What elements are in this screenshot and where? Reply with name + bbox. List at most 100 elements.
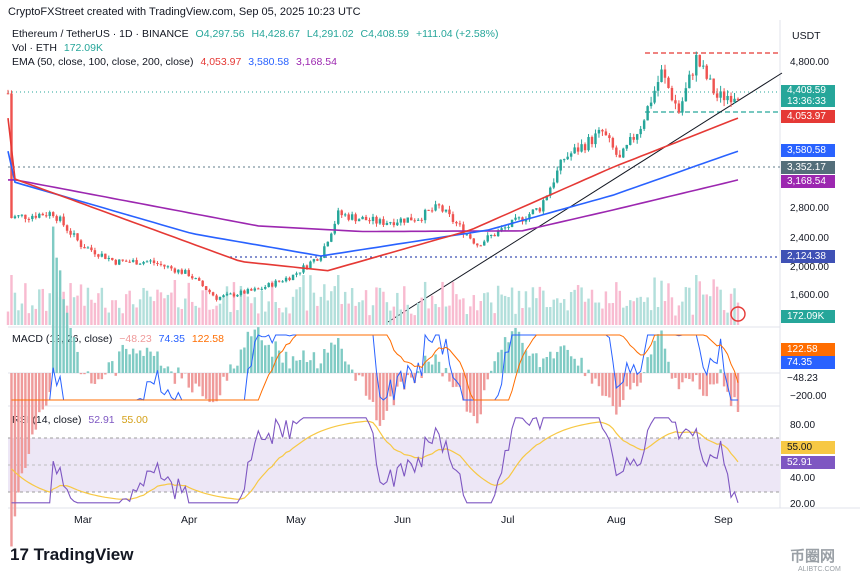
volume-bar — [639, 296, 642, 325]
volume-bar — [722, 310, 726, 325]
volume-bar — [413, 315, 416, 325]
macd-hist-bar — [507, 342, 510, 373]
macd-hist-bar — [656, 334, 660, 373]
candle-body — [361, 216, 364, 220]
volume-bar — [389, 310, 392, 325]
volume-bar — [733, 288, 736, 325]
candle-body — [281, 281, 284, 283]
macd-histogram — [10, 226, 740, 547]
volume-bar — [138, 299, 142, 325]
candle-body — [625, 144, 628, 149]
macd-hist-bar — [392, 373, 396, 406]
volume-bar — [243, 290, 246, 325]
macd-hist-bar — [517, 331, 521, 373]
candle-body — [211, 292, 215, 296]
ema50-line[interactable] — [7, 117, 739, 272]
macd-hist-bar — [549, 351, 552, 373]
volume-bar — [267, 301, 270, 325]
macd-hist-bar — [253, 329, 257, 373]
volume-bar — [298, 287, 302, 325]
month-label: Apr — [181, 514, 198, 526]
ema-label[interactable]: EMA (50, close, 100, close, 200, close) — [12, 56, 194, 68]
rsi-ma-tag: 55.00 — [781, 441, 835, 454]
candle-body — [24, 214, 27, 219]
macd-hist-bar — [663, 348, 667, 373]
candle-body — [191, 276, 194, 279]
macd-hist-bar — [201, 373, 204, 397]
volume-bar — [688, 287, 691, 325]
ema100-line[interactable] — [7, 150, 739, 257]
volume-bar — [542, 290, 545, 325]
candle-body — [705, 65, 708, 79]
candle-body — [576, 147, 580, 152]
volume-bar — [496, 285, 500, 325]
volume-bar — [323, 284, 326, 325]
symbol-title[interactable]: Ethereum / TetherUS · 1D · BINANCE — [12, 28, 189, 40]
macd-hist-bar — [149, 351, 152, 373]
volume-bar — [145, 290, 149, 325]
candle-body — [688, 74, 691, 89]
macd-hist-bar — [542, 358, 545, 373]
alert-icon[interactable] — [730, 306, 746, 322]
macd-hist-bar — [69, 328, 72, 373]
volume-bar — [142, 287, 145, 325]
macd-hist-bar — [437, 361, 441, 373]
candle-body — [253, 288, 257, 291]
candle-body — [197, 278, 201, 281]
candle-body — [632, 136, 635, 140]
volume-bar — [20, 303, 24, 325]
volume-bar — [670, 297, 674, 325]
candle-body — [90, 247, 93, 251]
macd-hist-bar — [229, 364, 232, 373]
volume-bar — [705, 294, 708, 325]
macd-hist-bar — [305, 362, 309, 373]
candle-body — [357, 219, 361, 222]
candle-body — [681, 101, 684, 113]
candle-body — [507, 226, 510, 228]
volume-bar — [90, 299, 93, 325]
candle-body — [691, 74, 695, 76]
candle-body — [20, 214, 24, 216]
macd-hist-bar — [250, 336, 253, 373]
macd-hist-bar — [406, 373, 409, 376]
ema200-line[interactable] — [7, 178, 739, 233]
volume-label[interactable]: Vol · ETH — [12, 42, 57, 54]
macd-hist-bar — [382, 373, 385, 420]
candle-body — [156, 263, 159, 265]
macd-hist-bar — [476, 373, 479, 424]
ascending-trendline[interactable] — [387, 72, 783, 323]
volume-bar — [489, 302, 493, 325]
candle-body — [17, 215, 20, 217]
candle-body — [364, 216, 368, 221]
macd-hist-bar — [681, 373, 684, 383]
watermark-sub: ALIBTC.COM — [798, 566, 841, 573]
candle-body — [559, 159, 562, 171]
last-price-tag: 4,408.59 13:36:33 — [781, 85, 835, 107]
macd-hist-bar — [375, 373, 378, 421]
volume-bar — [587, 298, 590, 325]
macd-hist-bar — [566, 349, 569, 373]
candle-body — [430, 210, 434, 212]
candle-body — [416, 219, 420, 221]
candle-body — [462, 224, 465, 235]
tradingview-logo[interactable]: ⁠17 TradingView — [10, 545, 133, 565]
candle-body — [726, 95, 729, 101]
macd-hist-bar — [698, 373, 701, 390]
volume-bar — [642, 301, 646, 325]
candle-body — [587, 137, 590, 151]
volume-bar — [229, 311, 232, 325]
macd-hist-bar — [357, 373, 361, 376]
candle-body — [104, 253, 107, 259]
macd-hist-bar — [618, 373, 622, 407]
volume-bar — [476, 310, 479, 325]
volume-bar — [535, 298, 538, 325]
macd-hist-bar — [38, 373, 41, 413]
candle-body — [441, 205, 444, 212]
macd-hist-bar — [62, 299, 65, 373]
candle-body — [496, 230, 500, 237]
candle-body — [514, 217, 517, 220]
volume-tag: 172.09K — [781, 310, 835, 323]
macd-hist-bar — [423, 355, 427, 373]
macd-label[interactable]: MACD (12, 26, close) — [12, 333, 113, 345]
